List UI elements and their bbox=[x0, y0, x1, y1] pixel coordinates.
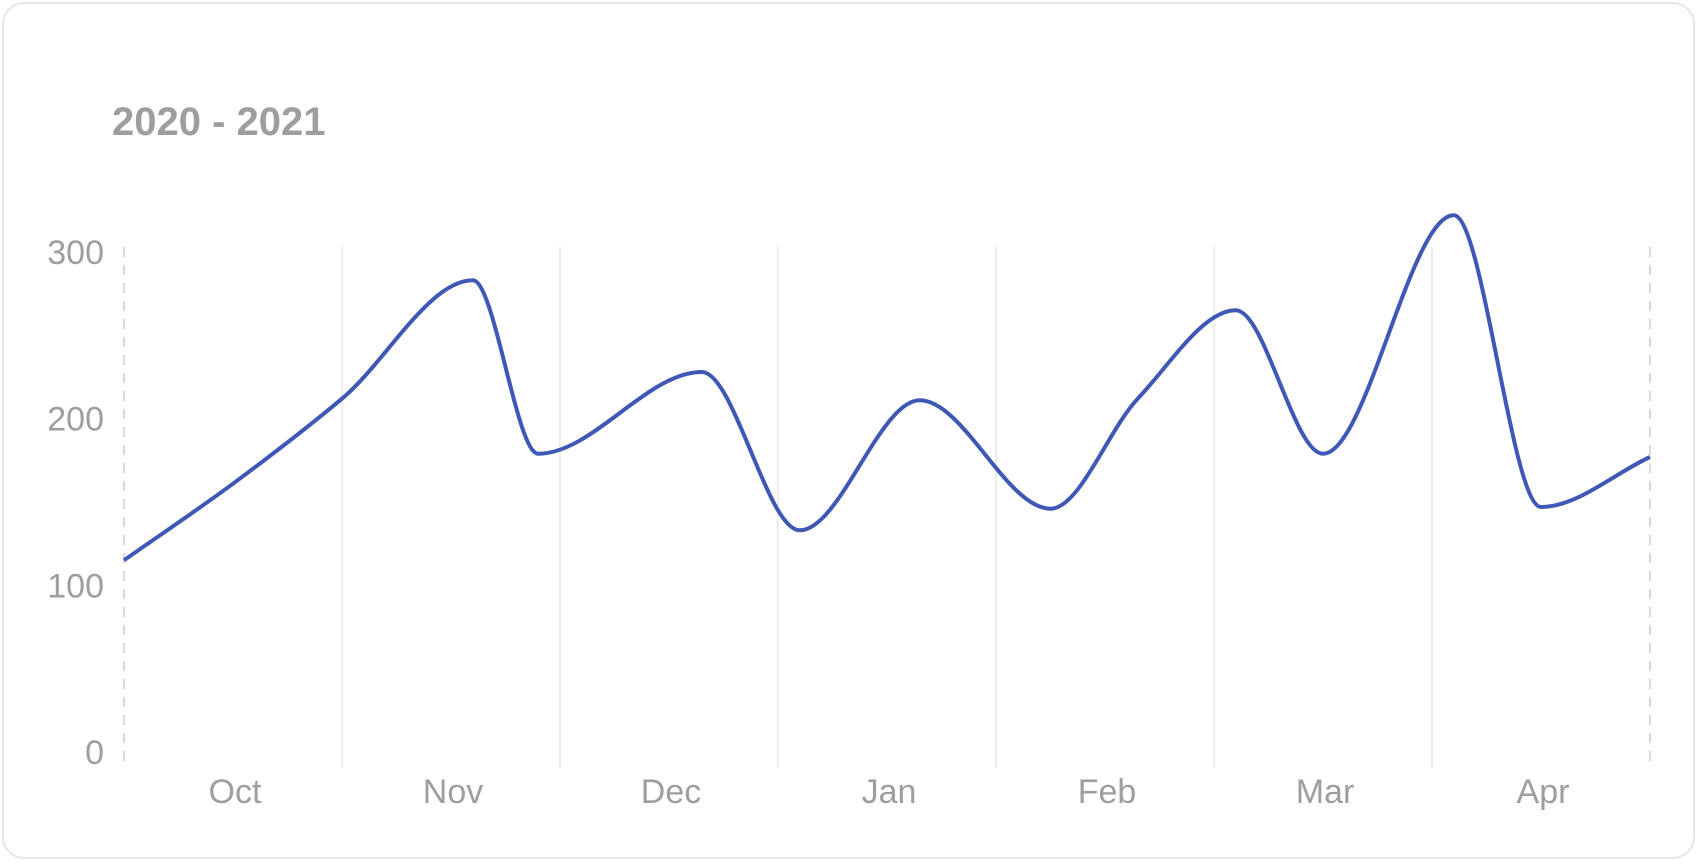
x-tick-label: Feb bbox=[1078, 773, 1137, 811]
y-tick-label: 300 bbox=[47, 234, 104, 272]
y-tick-label: 200 bbox=[47, 401, 104, 439]
y-tick-label: 100 bbox=[47, 567, 104, 605]
x-tick-label: Jan bbox=[862, 773, 917, 811]
series-line bbox=[122, 213, 1651, 562]
x-tick-label: Apr bbox=[1517, 773, 1570, 811]
x-tick-label: Oct bbox=[209, 773, 262, 811]
chart-title: 2020 - 2021 bbox=[112, 100, 326, 144]
y-tick-label: 0 bbox=[85, 734, 104, 772]
x-tick-label: Mar bbox=[1296, 773, 1355, 811]
x-tick-label: Nov bbox=[423, 773, 483, 811]
x-tick-label: Dec bbox=[641, 773, 701, 811]
